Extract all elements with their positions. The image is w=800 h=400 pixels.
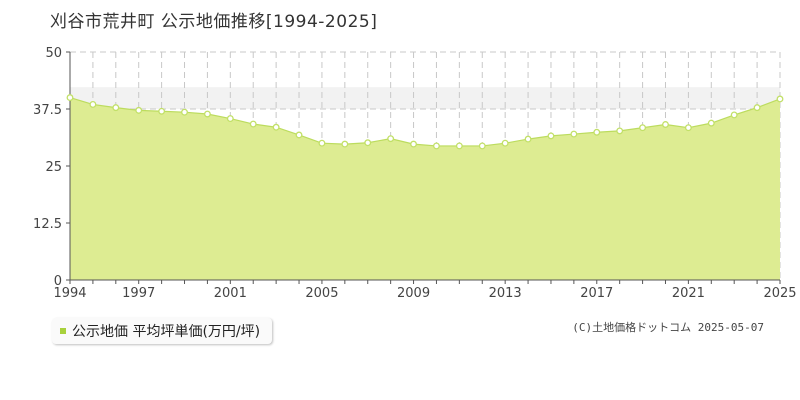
data-point [158,107,166,115]
data-point [616,127,624,135]
data-point [433,142,440,150]
legend-swatch [60,328,66,334]
y-tick-label: 50 [45,46,62,61]
data-point [249,120,257,128]
data-point [295,131,303,139]
x-tick-label: 2013 [489,286,522,301]
data-point [66,94,74,102]
highlight-band-layer [70,87,780,109]
data-point [112,104,120,112]
x-tick-label: 1997 [122,286,155,301]
legend-label: 公示地価 平均坪単価(万円/坪) [72,324,261,340]
data-point [501,139,509,147]
data-point [387,135,395,143]
data-point [524,135,532,143]
y-tick-label: 37.5 [33,103,62,118]
data-point [730,111,738,119]
highlight-band [70,87,780,109]
data-point [662,121,669,128]
y-tick-label: 12.5 [33,217,62,232]
series-line [69,97,781,147]
y-tick-labels: 0 12.5 25 37.5 50 [33,46,62,289]
x-tick-label: 2009 [397,286,430,301]
data-point [547,132,555,140]
x-tick-label: 2025 [763,286,796,301]
data-point [776,95,784,103]
markers-layer [66,94,784,150]
x-tick-label: 2021 [672,286,705,301]
data-point [410,140,417,148]
area-layer [69,97,781,280]
data-point [707,119,715,127]
data-point [593,128,601,136]
data-point [570,130,578,138]
data-point [684,124,692,132]
x-tick-labels: 1994 1997 2001 2005 2009 2013 2017 2021 2025 [53,286,796,301]
data-point [753,104,761,112]
x-tick-label: 1994 [53,286,86,301]
data-point [226,115,234,123]
data-point [364,139,372,147]
data-point [478,142,486,150]
x-tick-label: 2017 [580,286,613,301]
chart-title: 刈谷市荒井町 公示地価推移[1994-2025] [50,12,378,32]
data-point [203,110,211,118]
data-point [639,124,647,132]
y-tick-label: 0 [54,274,62,289]
legend: 公示地価 平均坪単価(万円/坪) [52,318,273,344]
data-point [455,142,463,150]
data-point [89,100,97,108]
credit-text: (C)土地価格ドットコム 2025-05-07 [572,321,764,334]
data-point [181,108,188,116]
data-point [318,139,326,147]
x-tick-label: 2005 [305,286,338,301]
axes-layer [66,51,781,284]
data-point [341,140,349,148]
data-point [135,106,143,114]
series-area [70,97,780,280]
y-tick-label: 25 [45,160,62,175]
data-point [272,123,280,131]
x-tick-label: 2001 [214,286,247,301]
